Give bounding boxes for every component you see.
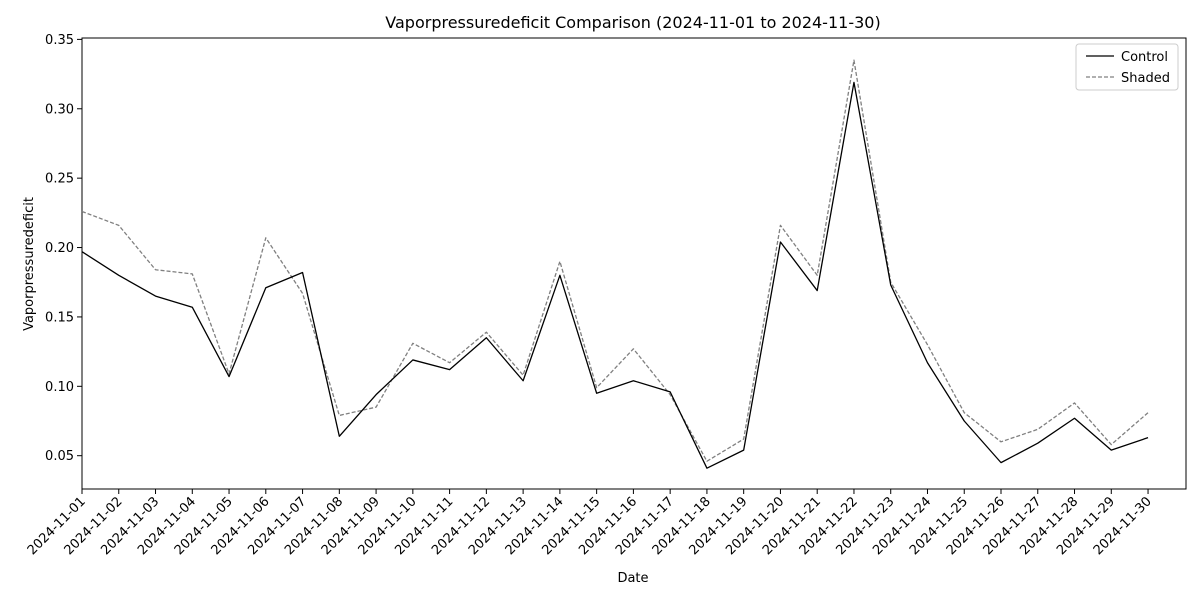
series-line-shaded	[81, 59, 1149, 462]
y-tick-label: 0.20	[45, 241, 74, 256]
y-tick-label: 0.10	[45, 380, 74, 395]
series-layer	[81, 59, 1149, 469]
y-axis: 0.05 0.10 0.15 0.20 0.25 0.30 0.35	[45, 33, 82, 464]
y-tick-label: 0.25	[45, 172, 74, 187]
y-tick-label: 0.15	[45, 310, 74, 325]
legend-label-shaded: Shaded	[1121, 71, 1170, 86]
x-axis-label: Date	[617, 571, 648, 586]
series-line-control	[81, 81, 1149, 469]
y-tick-label: 0.35	[45, 33, 74, 48]
plot-area-frame	[81, 37, 1187, 490]
y-tick-label: 0.30	[45, 102, 74, 117]
legend: Control Shaded	[1075, 43, 1179, 91]
y-tick-label: 0.05	[45, 449, 74, 464]
chart-title: Vaporpressuredeficit Comparison (2024-11…	[385, 13, 880, 32]
legend-label-control: Control	[1121, 50, 1168, 65]
y-axis-label: Vaporpressuredeficit	[22, 197, 37, 331]
